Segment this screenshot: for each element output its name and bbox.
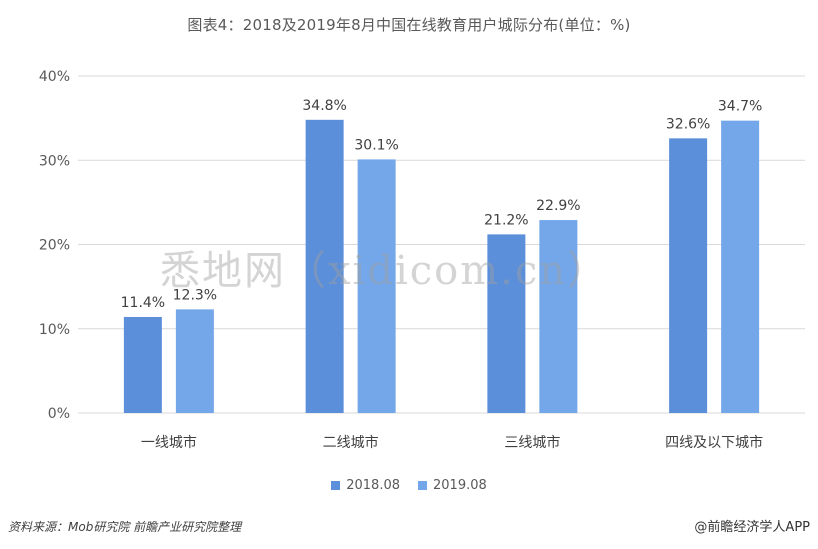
- data-label: 34.7%: [718, 99, 762, 115]
- data-label: 11.4%: [121, 295, 165, 311]
- bar: [721, 120, 760, 413]
- x-tick-label: 二线城市: [323, 434, 379, 451]
- chart-legend: 2018.08 2019.08: [0, 478, 818, 493]
- legend-swatch-2018: [331, 481, 341, 490]
- bar: [357, 159, 396, 413]
- x-tick-label: 一线城市: [141, 434, 197, 451]
- y-tick-label: 30%: [39, 153, 70, 169]
- legend-label-2018: 2018.08: [346, 478, 400, 493]
- data-label: 22.9%: [536, 198, 580, 214]
- bar: [487, 234, 526, 413]
- bar: [123, 316, 162, 413]
- data-label: 32.6%: [666, 116, 710, 132]
- bar: [305, 119, 344, 413]
- legend-swatch-2019: [418, 481, 427, 490]
- legend-item-2018: 2018.08: [331, 478, 400, 493]
- data-label: 34.8%: [302, 98, 346, 114]
- y-tick-label: 20%: [39, 238, 70, 254]
- bar-chart: 0% 10% 20% 30% 40% 11.4% 12.3% 一线城市 34.8% 30.1% 二线…: [39, 69, 805, 451]
- legend-item-2019: 2019.08: [418, 478, 487, 493]
- y-tick-label: 10%: [39, 322, 70, 338]
- y-tick-label: 40%: [39, 69, 70, 85]
- x-tick-label: 三线城市: [504, 434, 560, 451]
- data-label: 30.1%: [354, 137, 398, 153]
- watermark-text: 悉地网（xidicom.cn）: [160, 248, 610, 294]
- y-tick-label: 0%: [48, 406, 70, 422]
- source-note: 资料来源：Mob研究院 前瞻产业研究院整理: [8, 520, 242, 534]
- bar: [539, 220, 578, 413]
- bar: [669, 138, 708, 413]
- data-label: 21.2%: [484, 212, 528, 228]
- brand-credit: @前瞻经济学人APP: [694, 520, 810, 535]
- data-label: 12.3%: [173, 287, 217, 303]
- chart-title: 图表4：2018及2019年8月中国在线教育用户城际分布(单位：%): [187, 16, 631, 34]
- bar: [175, 309, 214, 413]
- x-tick-label: 四线及以下城市: [665, 434, 763, 451]
- legend-label-2019: 2019.08: [433, 478, 487, 493]
